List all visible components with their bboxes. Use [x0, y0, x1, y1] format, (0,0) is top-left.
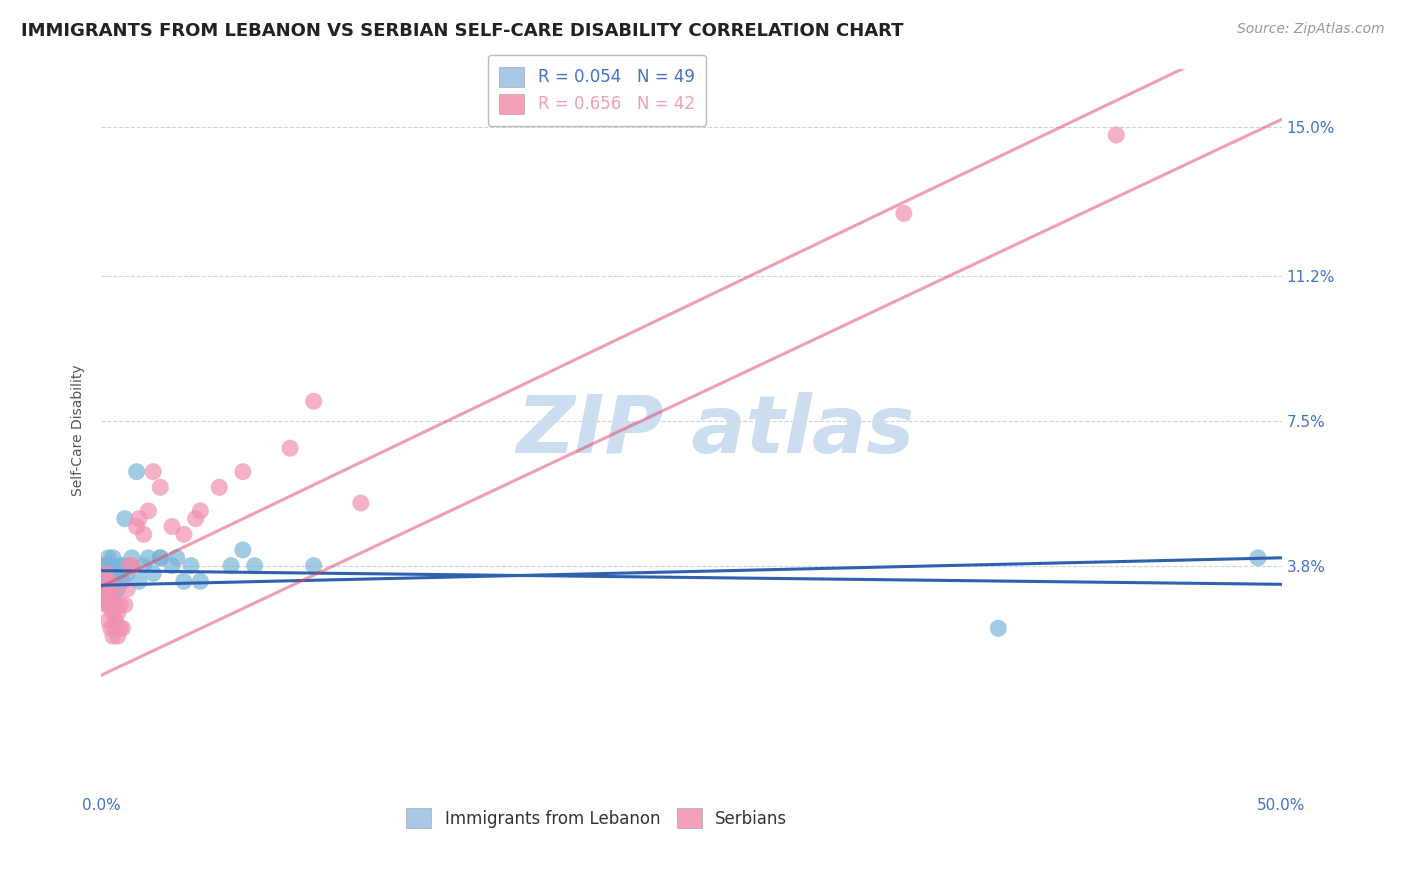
Point	[107, 566, 129, 581]
Point	[97, 566, 120, 581]
Point	[149, 480, 172, 494]
Point	[132, 527, 155, 541]
Point	[219, 558, 242, 573]
Point	[104, 598, 127, 612]
Point	[166, 550, 188, 565]
Point	[101, 606, 124, 620]
Point	[108, 574, 131, 589]
Point	[101, 590, 124, 604]
Point	[111, 574, 134, 589]
Point	[142, 465, 165, 479]
Point	[100, 582, 122, 596]
Point	[94, 558, 117, 573]
Point	[100, 590, 122, 604]
Point	[208, 480, 231, 494]
Point	[125, 519, 148, 533]
Point	[115, 566, 138, 581]
Point	[173, 527, 195, 541]
Point	[893, 206, 915, 220]
Point	[97, 598, 120, 612]
Point	[302, 394, 325, 409]
Y-axis label: Self-Care Disability: Self-Care Disability	[72, 365, 86, 497]
Point	[100, 621, 122, 635]
Text: ZIP atlas: ZIP atlas	[516, 392, 914, 469]
Point	[111, 558, 134, 573]
Point	[142, 566, 165, 581]
Point	[97, 550, 120, 565]
Point	[149, 550, 172, 565]
Point	[278, 441, 301, 455]
Point	[107, 629, 129, 643]
Point	[101, 574, 124, 589]
Point	[93, 590, 115, 604]
Point	[118, 558, 141, 573]
Point	[94, 574, 117, 589]
Point	[118, 558, 141, 573]
Point	[100, 598, 122, 612]
Point	[111, 621, 134, 635]
Point	[104, 566, 127, 581]
Legend: Immigrants from Lebanon, Serbians: Immigrants from Lebanon, Serbians	[399, 801, 794, 835]
Point	[107, 606, 129, 620]
Point	[232, 543, 254, 558]
Point	[987, 621, 1010, 635]
Point	[107, 582, 129, 596]
Point	[108, 558, 131, 573]
Point	[114, 511, 136, 525]
Point	[97, 614, 120, 628]
Point	[180, 558, 202, 573]
Point	[94, 598, 117, 612]
Point	[190, 574, 212, 589]
Point	[93, 574, 115, 589]
Point	[138, 550, 160, 565]
Point	[97, 574, 120, 589]
Point	[101, 550, 124, 565]
Point	[97, 590, 120, 604]
Point	[93, 558, 115, 573]
Point	[160, 558, 183, 573]
Point	[94, 582, 117, 596]
Point	[243, 558, 266, 573]
Point	[115, 582, 138, 596]
Point	[97, 574, 120, 589]
Point	[121, 558, 143, 573]
Point	[100, 558, 122, 573]
Point	[160, 519, 183, 533]
Point	[125, 465, 148, 479]
Point	[1247, 550, 1270, 565]
Text: IMMIGRANTS FROM LEBANON VS SERBIAN SELF-CARE DISABILITY CORRELATION CHART: IMMIGRANTS FROM LEBANON VS SERBIAN SELF-…	[21, 22, 904, 40]
Point	[93, 590, 115, 604]
Point	[101, 629, 124, 643]
Point	[94, 590, 117, 604]
Point	[114, 598, 136, 612]
Point	[128, 574, 150, 589]
Point	[302, 558, 325, 573]
Point	[101, 590, 124, 604]
Text: Source: ZipAtlas.com: Source: ZipAtlas.com	[1237, 22, 1385, 37]
Point	[94, 566, 117, 581]
Point	[104, 582, 127, 596]
Point	[138, 504, 160, 518]
Point	[132, 558, 155, 573]
Point	[232, 465, 254, 479]
Point	[173, 574, 195, 589]
Point	[190, 504, 212, 518]
Point	[94, 566, 117, 581]
Point	[100, 574, 122, 589]
Point	[184, 511, 207, 525]
Point	[1105, 128, 1128, 142]
Point	[121, 550, 143, 565]
Point	[101, 566, 124, 581]
Point	[93, 574, 115, 589]
Point	[97, 582, 120, 596]
Point	[149, 550, 172, 565]
Point	[128, 511, 150, 525]
Point	[108, 598, 131, 612]
Point	[350, 496, 373, 510]
Point	[104, 614, 127, 628]
Point	[108, 621, 131, 635]
